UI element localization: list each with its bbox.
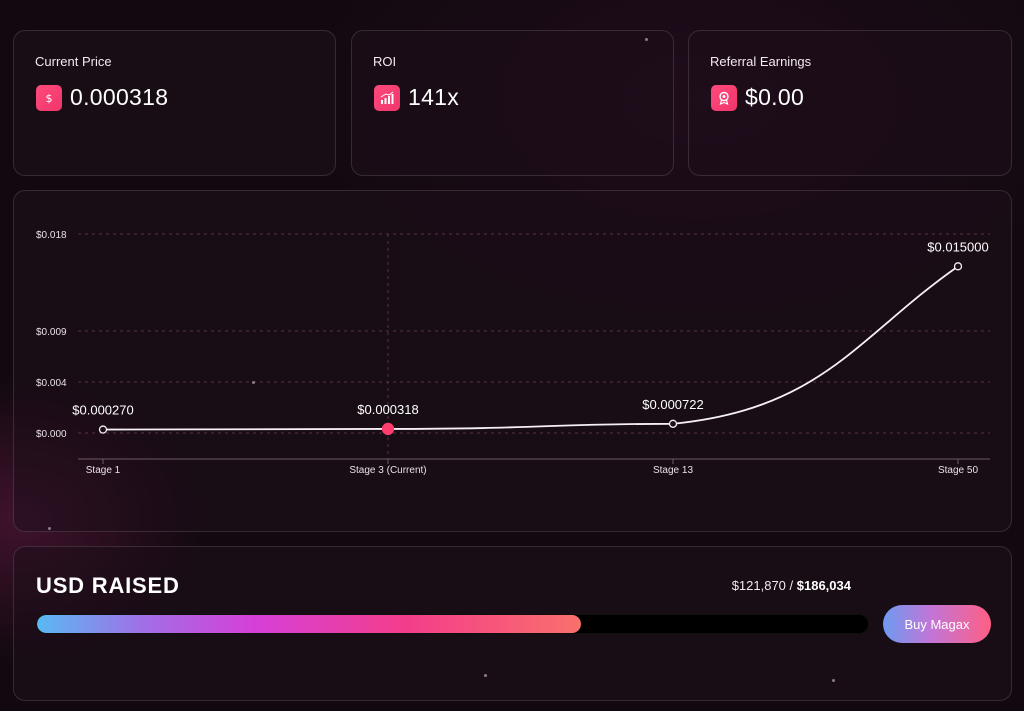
- current-price-card: Current Price $ 0.000318: [13, 30, 336, 176]
- y-tick-label: $0.009: [36, 327, 67, 338]
- roi-card: ROI 141x: [351, 30, 674, 176]
- point-value-label: $0.015000: [927, 239, 988, 254]
- roi-value: 141x: [408, 84, 460, 110]
- particle-dot: [832, 679, 835, 682]
- price-chart-card: $0.000 $0.004 $0.009 $0.018 Stage 1 Stage 3 (…: [13, 190, 1012, 532]
- point-value-label: $0.000318: [357, 402, 418, 417]
- current-stage-point: [381, 422, 395, 436]
- raised-amount: $121,870: [731, 578, 786, 593]
- particle-dot: [252, 381, 255, 384]
- price-curve: [102, 265, 959, 431]
- raise-progress-bar: [36, 614, 869, 634]
- stage-point: [668, 419, 678, 428]
- usd-raised-title: USD RAISED: [36, 573, 180, 598]
- usd-raised-card: USD RAISED $121,870 / $186,034 Buy Magax: [13, 546, 1012, 701]
- stage-point: [98, 425, 108, 434]
- y-tick-label: $0.018: [36, 230, 67, 241]
- buy-magax-button[interactable]: Buy Magax: [883, 605, 991, 643]
- current-price-label: Current Price: [35, 54, 112, 69]
- roi-label: ROI: [373, 54, 397, 69]
- goal-amount: $186,034: [796, 578, 851, 593]
- raise-progress-fill: [37, 615, 582, 633]
- chart-bars-icon: [374, 85, 400, 111]
- y-tick-label: $0.000: [36, 429, 67, 440]
- particle-dot: [48, 527, 51, 530]
- particle-dot: [484, 674, 487, 677]
- referral-earnings-label: Referral Earnings: [710, 54, 812, 69]
- stage-point: [953, 262, 963, 271]
- svg-text:$: $: [46, 92, 53, 105]
- x-tick-label: Stage 3 (Current): [349, 465, 426, 476]
- badge-icon: [711, 85, 737, 111]
- x-tick-label: Stage 50: [938, 465, 978, 476]
- referral-earnings-card: Referral Earnings $0.00: [688, 30, 1012, 176]
- price-chart: $0.000 $0.004 $0.009 $0.018 Stage 1 Stage 3 (…: [36, 230, 990, 476]
- particle-dot: [645, 38, 648, 41]
- point-value-label: $0.000270: [72, 403, 133, 418]
- dollar-icon: $: [36, 85, 62, 111]
- referral-earnings-value: $0.00: [745, 84, 805, 110]
- raised-amounts: $121,870 / $186,034: [732, 578, 851, 593]
- current-price-value: 0.000318: [70, 84, 169, 110]
- y-tick-label: $0.004: [36, 378, 67, 389]
- raised-separator: /: [785, 578, 797, 593]
- x-tick-label: Stage 13: [653, 465, 693, 476]
- x-tick-label: Stage 1: [86, 465, 121, 476]
- point-value-label: $0.000722: [642, 397, 703, 412]
